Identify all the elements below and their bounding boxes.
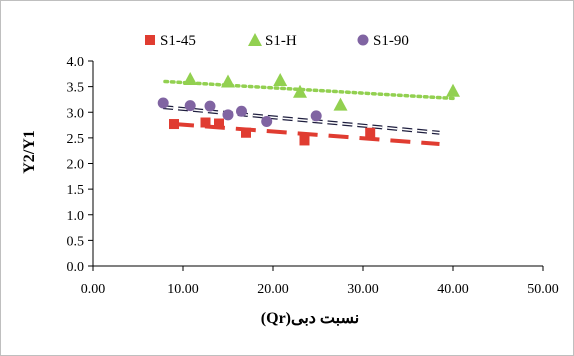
legend-label-s1-90: S1-90	[373, 33, 409, 49]
data-point-s1-90	[157, 97, 169, 109]
y-tick-label: 0.0	[67, 260, 85, 275]
data-point-s1-90	[236, 105, 247, 117]
data-point-s1-90	[204, 100, 216, 112]
x-tick-label: 10.00	[167, 282, 199, 297]
y-tick-label: 3.0	[67, 106, 85, 121]
data-point-s1-h	[293, 84, 307, 98]
data-point-s1-h	[273, 72, 288, 86]
data-point-s1-90	[310, 110, 322, 122]
data-point-s1-90	[184, 100, 196, 112]
data-point-s1-45	[241, 127, 251, 138]
y-tick-label: 1.5	[67, 183, 85, 198]
axes: 0.0 0.5 1.0 1.5 2.0 2.5 3.0 3.5 4.0 0.00 10.00 20.0…	[67, 55, 559, 297]
data-point-s1-90	[222, 109, 234, 121]
data-point-s1-45	[214, 118, 224, 129]
y-tick-label: 0.5	[67, 234, 85, 249]
legend-marker-s1-h	[248, 33, 262, 46]
x-tick-label: 50.00	[527, 282, 559, 297]
y-tick-label: 3.5	[67, 81, 85, 96]
legend: S1-45 S1-H S1-90	[145, 33, 409, 49]
data-point-s1-45	[169, 119, 179, 130]
legend-marker-s1-45	[145, 35, 155, 45]
data-point-s1-h	[221, 74, 235, 88]
data-point-s1-45	[200, 117, 211, 128]
legend-label-s1-h: S1-H	[265, 33, 297, 49]
x-tick-label: 0.00	[81, 282, 106, 297]
y-tick-label: 4.0	[67, 55, 85, 70]
y-axis-title: Y2/Y1	[21, 130, 38, 174]
legend-label-s1-45: S1-45	[160, 33, 196, 49]
data-point-s1-45	[365, 127, 376, 138]
y-tick-label: 2.0	[67, 158, 85, 173]
y-tick-label: 2.5	[67, 132, 85, 147]
data-markers	[157, 71, 460, 146]
data-point-s1-h	[333, 97, 348, 111]
y-tick-label: 1.0	[67, 209, 85, 224]
x-tick-label: 20.00	[257, 282, 289, 297]
x-tick-label: 40.00	[437, 282, 469, 297]
data-point-s1-45	[299, 135, 310, 146]
data-point-s1-h	[446, 83, 460, 97]
x-axis-title: نسبت دبی(Qr)	[261, 310, 359, 327]
trendline-s1-h	[163, 79, 455, 101]
data-point-s1-h	[183, 71, 198, 85]
x-tick-label: 30.00	[347, 282, 379, 297]
data-point-s1-90	[261, 115, 273, 127]
legend-marker-s1-90	[357, 34, 369, 46]
